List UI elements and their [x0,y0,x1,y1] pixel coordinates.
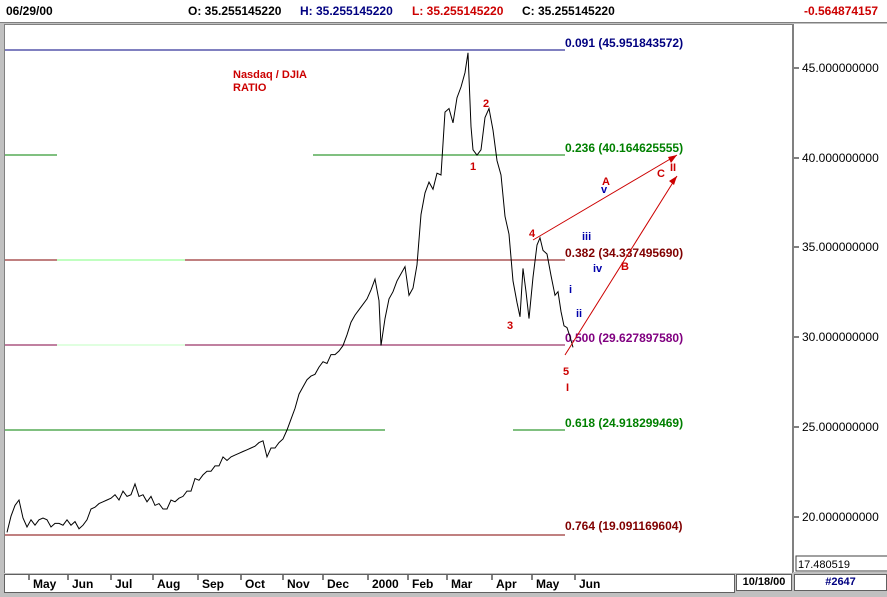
y-tick-30: 30.000000000 [802,330,879,344]
y-last-value: 17.480519 [798,559,850,571]
chart-title-line2: RATIO [233,82,267,94]
fib-label-0382: 0.382 (34.337495690) [565,246,683,260]
header-change: -0.564874157 [804,4,879,18]
wave-label-5: 5 [563,366,569,378]
x-tick-may: May [33,577,57,591]
header-high: H: 35.255145220 [300,4,393,18]
quote-header: 06/29/00 O: 35.255145220 H: 35.255145220… [0,0,887,23]
wave-label-A: A [602,176,610,188]
y-tick-35: 35.000000000 [802,240,879,254]
wave-label-C: C [657,168,665,180]
ratio-price-line [6,52,574,533]
chart-title-line1: Nasdaq / DJIA [233,69,307,81]
chart-svg: 0.091 (45.951843572) 0.236 (40.164625555… [5,36,683,536]
x-tick-apr: Apr [496,577,517,591]
header-close: C: 35.255145220 [522,4,615,18]
x-tick-jun: Jun [72,577,93,591]
fib-label-0764: 0.764 (19.091169604) [565,519,682,533]
fib-label-0618: 0.618 (24.918299469) [565,416,683,430]
fib-label-0500: 0.500 (29.627897580) [565,331,683,345]
x-tick-jul: Jul [115,577,132,591]
wave-label-B: B [621,261,629,273]
y-axis: 45.000000000 40.000000000 35.000000000 3… [793,24,887,572]
y-tick-40: 40.000000000 [802,151,879,165]
x-tick-oct: Oct [245,577,265,591]
x-tick-may-2000: May [536,577,560,591]
wave-label-v: v [601,184,608,196]
x-axis: May Jun Jul Aug Sep Oct Nov Dec 2000 Feb… [4,574,735,593]
header-open: O: 35.255145220 [188,4,282,18]
wave-label-3: 3 [507,320,513,332]
wave-label-II: II [670,162,676,174]
y-axis-svg: 45.000000000 40.000000000 35.000000000 3… [794,61,887,572]
upper-arrow-head [668,155,677,163]
lower-channel-line [564,175,678,356]
lower-arrow-head [669,176,677,185]
x-axis-svg: May Jun Jul Aug Sep Oct Nov Dec 2000 Feb… [28,575,600,591]
wave-label-1: 1 [470,161,476,173]
date-box: 10/18/00 [736,574,792,591]
wave-label-I: I [566,382,569,394]
upper-channel-line [532,154,678,241]
y-last-value-box [795,555,887,572]
x-tick-nov: Nov [287,577,310,591]
x-tick-dec: Dec [327,577,349,591]
chart-number-box: #2647 [794,574,887,591]
fib-label-0236: 0.236 (40.164625555) [565,141,683,155]
wave-label-i: i [569,284,572,296]
header-date: 06/29/00 [6,4,53,18]
wave-label-iii: iii [582,231,591,243]
header-low: L: 35.255145220 [412,4,504,18]
x-tick-mar: Mar [451,577,473,591]
x-tick-sep: Sep [202,577,224,591]
wave-label-ii: ii [576,308,582,320]
x-tick-jun-2000: Jun [579,577,600,591]
x-tick-feb: Feb [412,577,433,591]
wave-label-4: 4 [529,228,536,240]
x-tick-2000: 2000 [372,577,399,591]
y-tick-45: 45.000000000 [802,61,879,75]
y-tick-20: 20.000000000 [802,510,879,524]
chart-plot-area[interactable]: 0.091 (45.951843572) 0.236 (40.164625555… [4,24,793,574]
x-tick-aug: Aug [157,577,180,591]
wave-label-iv: iv [593,263,603,275]
fib-label-0091: 0.091 (45.951843572) [565,36,683,50]
y-tick-25: 25.000000000 [802,420,879,434]
wave-label-2: 2 [483,98,489,110]
